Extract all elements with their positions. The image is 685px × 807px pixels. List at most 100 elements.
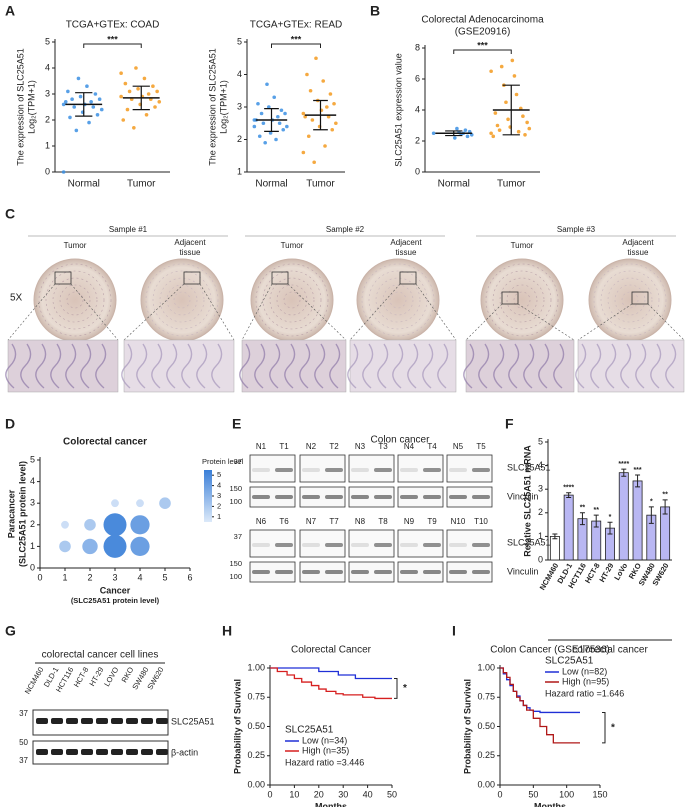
micrograph-texture [299, 343, 311, 389]
dot [268, 131, 273, 135]
x-tick-label: 0 [267, 789, 272, 799]
y-tick-label: 1 [237, 166, 242, 176]
dot [136, 87, 140, 91]
tissue-texture [173, 291, 191, 309]
tissue-texture [600, 270, 660, 330]
dot [68, 115, 72, 120]
error-bar [132, 85, 150, 111]
y-tick-label: 0 [45, 166, 50, 176]
tissue-texture [38, 263, 112, 337]
micrograph-texture [136, 343, 148, 389]
dot [89, 100, 93, 104]
dot [119, 94, 123, 99]
lane-label: T9 [427, 517, 437, 526]
lane-label: N10 [451, 517, 466, 526]
micrograph-texture [181, 343, 193, 389]
micrograph-texture [575, 343, 587, 389]
chart-subtitle: (GSE20916) [455, 27, 511, 38]
micrograph-texture [590, 343, 602, 389]
dot [506, 117, 510, 122]
tissue-texture [593, 263, 667, 337]
band [325, 495, 343, 499]
error-bar [621, 468, 627, 477]
dot [521, 114, 525, 118]
dot [155, 89, 159, 94]
chart-title: Colon Cancer (GSE17536) [490, 645, 610, 656]
legend-label: High (n=95) [562, 676, 609, 686]
y-tick-label: 0 [538, 554, 543, 564]
blot-frame [446, 454, 493, 483]
colorbar-label: 3 [217, 491, 221, 500]
y-tick-label: 4 [30, 476, 35, 486]
bubble [103, 513, 127, 537]
x-tick-label: 0 [37, 572, 42, 582]
magnification-label: 5X [10, 293, 23, 304]
marker-label: 100 [229, 497, 242, 506]
tissue-label: Tumor [281, 241, 304, 250]
micrograph-texture [254, 343, 266, 389]
panel-letter: D [5, 416, 15, 432]
band [449, 468, 467, 472]
band [66, 718, 78, 724]
blot-frame [299, 454, 346, 483]
tissue-label: tissue [396, 248, 417, 257]
tissue-texture [485, 263, 559, 337]
dot [119, 71, 123, 75]
significance-label: ** [580, 505, 586, 512]
bubble [103, 534, 127, 558]
legend-label: Low (n=34) [302, 735, 347, 745]
tissue-texture [262, 270, 322, 330]
dot [312, 160, 316, 165]
lane-label: N4 [404, 442, 415, 451]
dot [504, 100, 508, 105]
y-tick-label: 1 [30, 541, 35, 551]
micrograph-texture [239, 343, 251, 389]
y-axis-label: Probability of Survival [462, 679, 472, 774]
lane-label: N8 [355, 517, 366, 526]
bar [549, 536, 560, 561]
blot-frame [397, 486, 444, 508]
band [96, 718, 108, 724]
y-tick-label: 4 [237, 69, 242, 79]
significance-bracket [83, 43, 142, 48]
lane-label: N7 [306, 517, 317, 526]
error-bar [662, 499, 668, 515]
significance-bracket [394, 678, 398, 699]
marker-label: 150 [229, 484, 242, 493]
blot-title: Colon cancer [371, 435, 431, 446]
tissue-texture [614, 284, 646, 316]
dot [74, 128, 79, 133]
micrograph-texture [80, 343, 92, 389]
y-tick-label: 8 [415, 42, 420, 52]
x-tick-label: 150 [592, 789, 607, 799]
y-axis-label: Probability of Survival [232, 679, 242, 774]
dot [305, 72, 309, 77]
micrograph-texture [151, 343, 163, 389]
y-tick-label: 2 [415, 135, 420, 145]
x-tick-label: 20 [314, 789, 324, 799]
tissue-texture [607, 277, 653, 323]
band [302, 543, 320, 547]
band [423, 570, 441, 574]
error-bar [635, 474, 641, 488]
bar [563, 494, 574, 561]
x-tick-label: Tumor [497, 179, 526, 190]
lane-label: N1 [256, 442, 267, 451]
dot [527, 126, 532, 131]
band [66, 749, 78, 755]
micrograph-texture [508, 343, 520, 389]
band [351, 543, 369, 547]
y-axis-label: Relative SLC25A51 mRNA [522, 445, 532, 557]
x-tick-label: HT-29 [597, 561, 615, 583]
dot [91, 105, 96, 109]
legend-title: Protein level [202, 457, 244, 466]
band [252, 570, 270, 574]
lane-label: HCT-8 [72, 665, 91, 688]
lane-label: T8 [378, 517, 388, 526]
blot-frame [299, 561, 346, 583]
micrograph-texture [362, 343, 374, 389]
dot [66, 89, 70, 94]
x-axis-label: Cancer [100, 585, 131, 595]
micrograph-texture [284, 343, 296, 389]
dot [283, 111, 287, 116]
